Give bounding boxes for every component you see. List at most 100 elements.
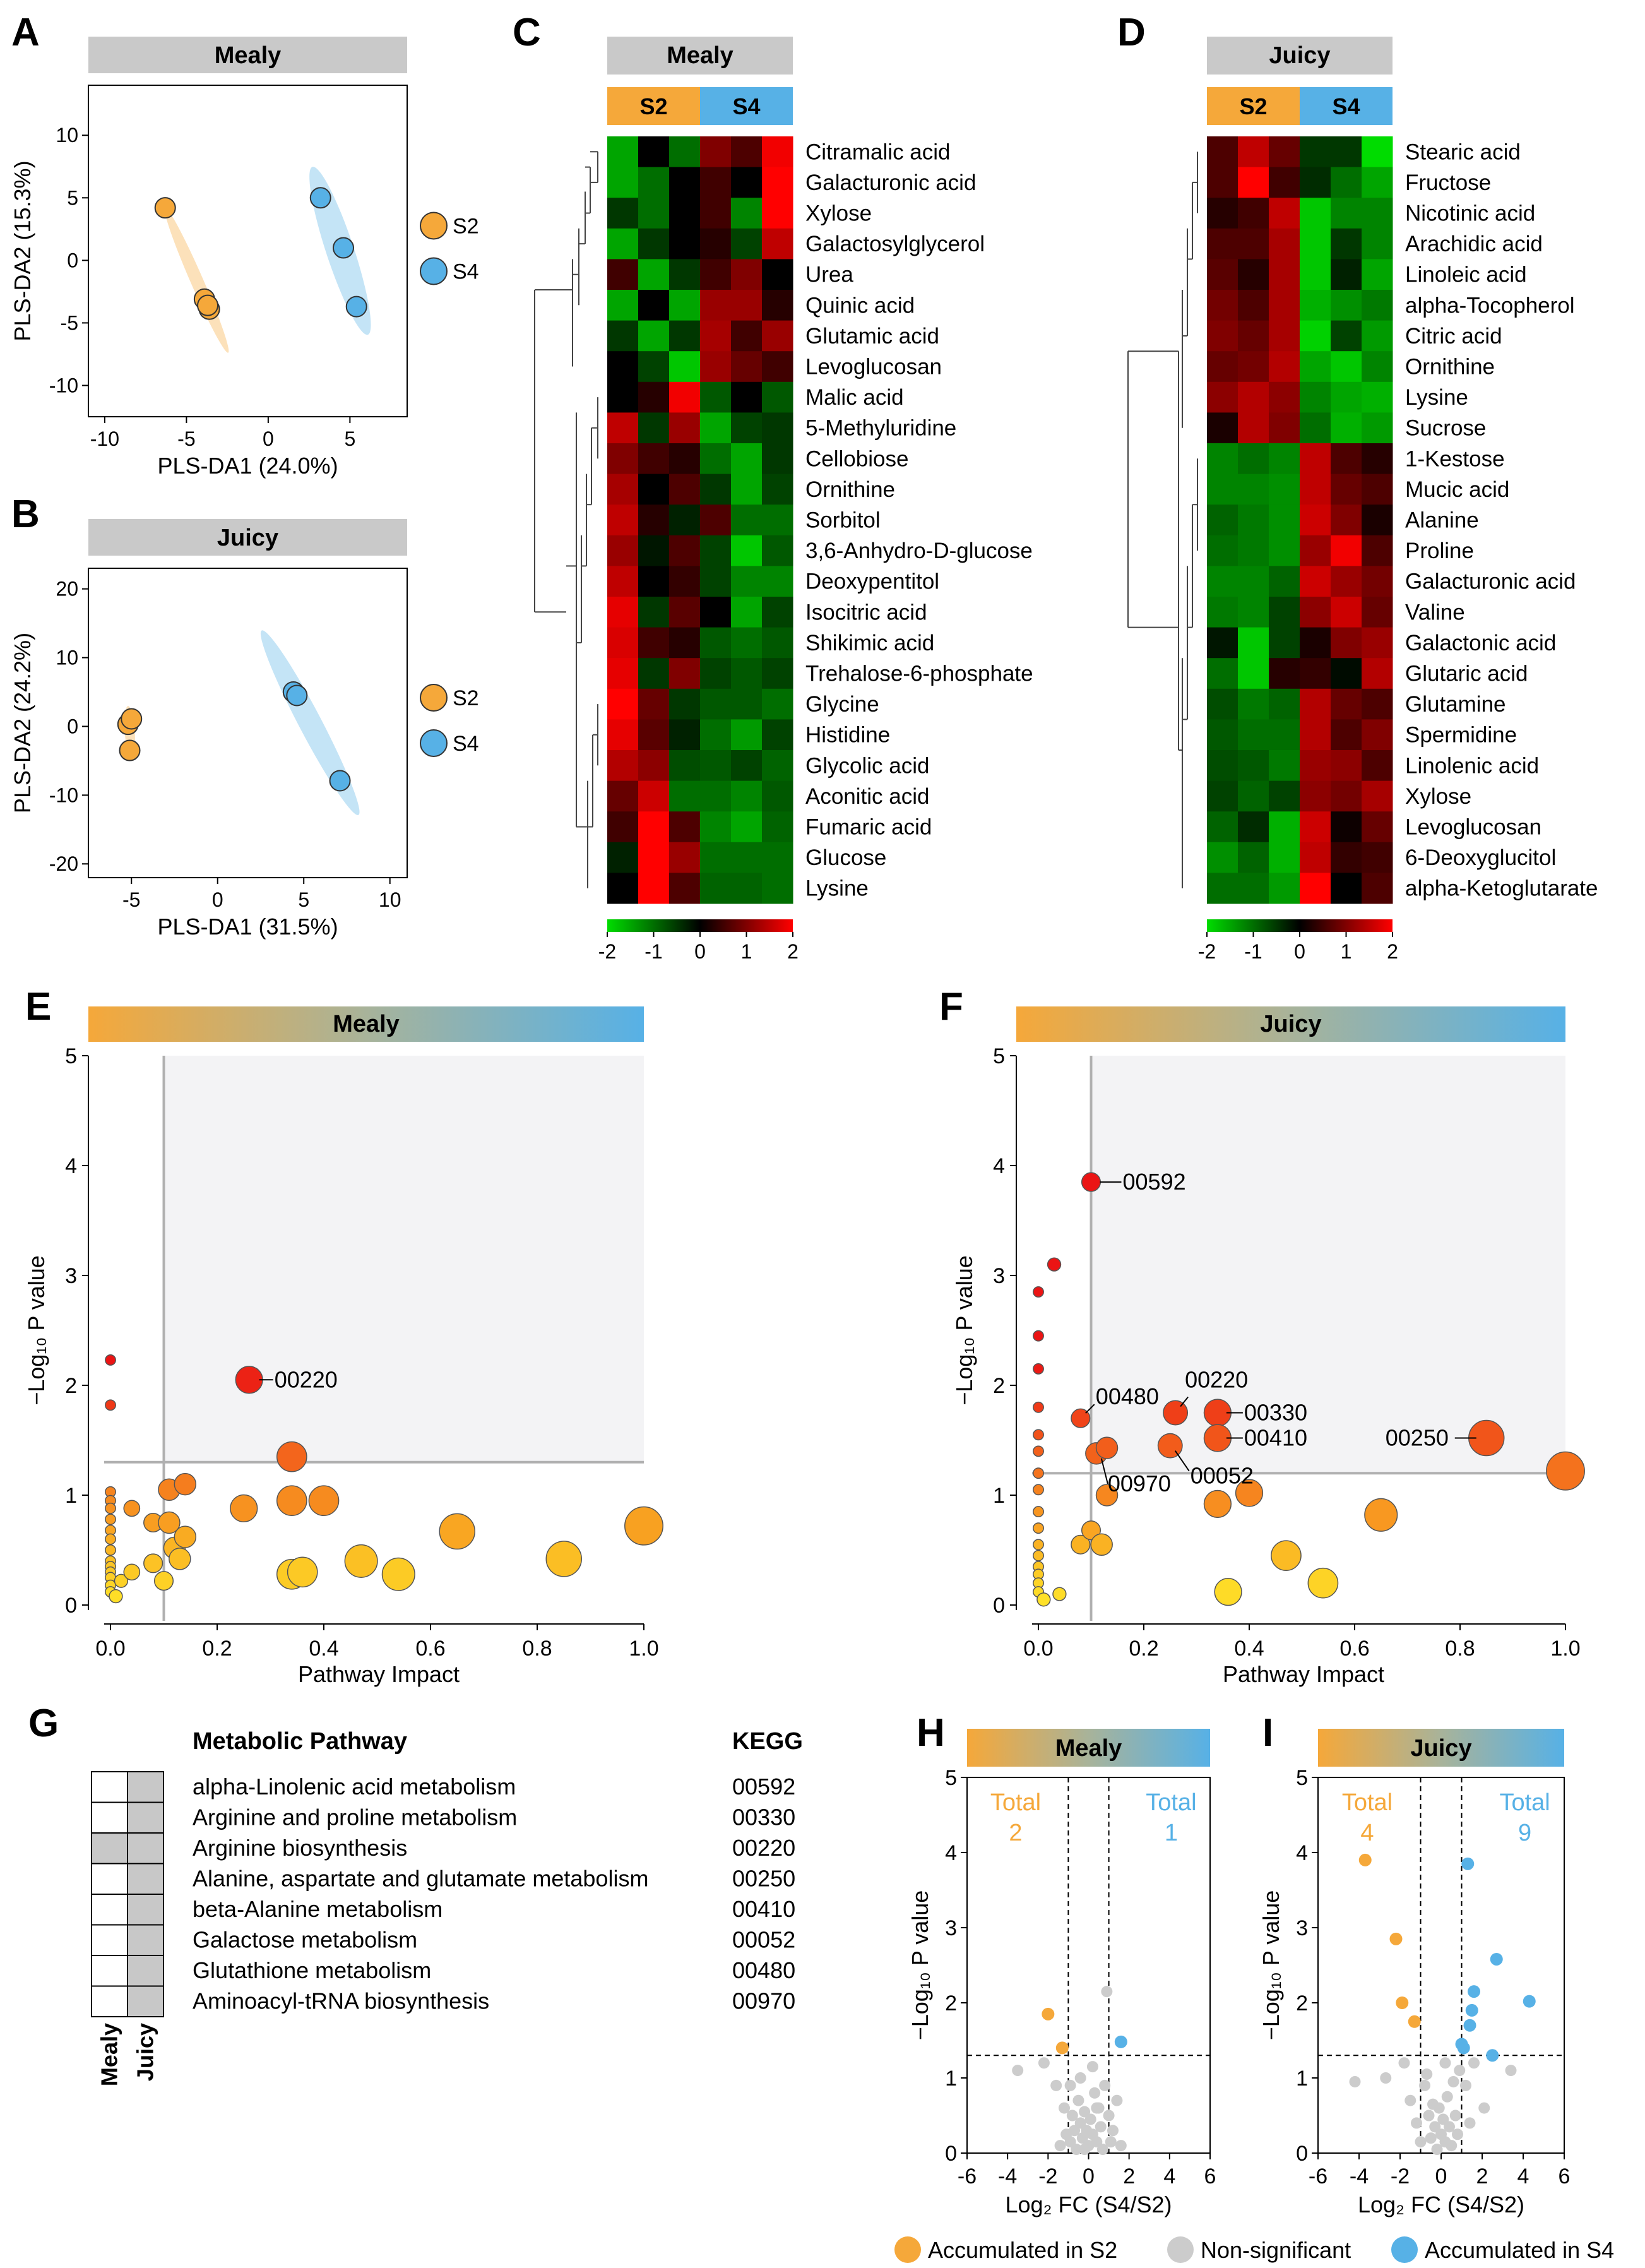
pathway-point [114,1573,129,1588]
pathway-point [276,1441,307,1472]
heatmap-cell [700,259,732,290]
heatmap-cell [669,259,701,290]
pathway-point [1071,1534,1091,1555]
heatmap-cell [700,228,732,260]
y-tick-label: 5 [65,1044,77,1068]
pathway-point [235,1366,263,1394]
pathway-point [439,1513,475,1550]
heatmap-cell [762,504,793,536]
y-tick-label: -10 [49,784,78,806]
heatmap-cell [607,811,639,843]
x-tick-label: 2 [1123,2164,1135,2188]
x-tick-label: -4 [998,2164,1017,2188]
heatmap-cell [1238,658,1269,689]
heatmap-cell [607,351,639,383]
y-tick-label: 1 [945,2067,957,2091]
juicy-indicator-cell [127,1894,164,1926]
heatmap-cell [607,167,639,198]
juicy-indicator-cell [127,1832,164,1865]
heatmap-cell [731,412,763,444]
heatmap-cell [1331,780,1362,812]
heatmap-cell [1269,198,1300,229]
x-tick-label: 0 [212,888,223,911]
heatmap-cell [607,627,639,659]
s2-sample-point [119,739,141,761]
heatmap-cell [762,750,793,782]
heatmap-cell [607,412,639,444]
pathway-point [276,1485,307,1517]
non-significant-point [1460,2079,1471,2091]
heatmap-cell [1331,566,1362,597]
mealy-indicator-cell [91,1771,128,1803]
scale-tick-label: 0 [694,940,706,963]
x-tick-label: 6 [1559,2164,1571,2188]
s2-accumulated-point [1389,1932,1403,1945]
heatmap-cell [1238,167,1269,198]
group-s4-bar [700,87,793,125]
panel-letter-a: A [11,11,40,54]
plot-frame [966,1777,1211,2154]
pathway-point [143,1553,163,1573]
s4-accumulated-point [1461,1857,1475,1870]
title-strip [607,37,793,75]
title-strip [88,1006,644,1042]
mealy-indicator-cell [91,1924,128,1956]
pathway-point [1033,1539,1044,1551]
kegg-id: 00970 [732,1988,795,2014]
pathway-point [230,1494,258,1523]
heatmap-cell [1331,320,1362,352]
heatmap-cell [1300,259,1331,290]
heatmap-cell [1269,627,1300,659]
title-strip [1016,1006,1565,1042]
heatmap-cell [1238,750,1269,782]
y-tick-label: 4 [1296,1841,1308,1865]
metabolite-label: 1-Kestose [1405,446,1505,471]
pathway-mealy-panel: Mealy 0 1 2 3 4 5 0.0 0.2 0.4 0.6 0.8 1.0 Pathway Imp… [23,1006,663,1687]
metabolite-label: 3,6-Anhydro-D-glucose [805,539,1033,563]
pathway-point [344,1544,378,1578]
pathway-point [174,1525,197,1548]
heatmap-cell [731,198,763,229]
x-tick-label: 1.0 [1550,1637,1580,1661]
panel-letter-h: H [917,1711,945,1755]
heatmap-cell [1207,167,1238,198]
heatmap-cell [638,842,670,873]
s4-accumulated-point [1486,2049,1499,2062]
heatmap-cell [700,136,732,168]
heatmap-cell [762,443,793,475]
heatmap-cell [1331,811,1362,843]
scale-tick-label: -1 [1244,940,1262,963]
x-tick-label: 0.2 [202,1637,232,1661]
metabolite-label: Valine [1405,600,1465,624]
side-label-juicy: Juicy [133,2023,158,2081]
heatmap-cell [1269,688,1300,720]
heatmap-cell [1207,535,1238,566]
heatmap-cell [1207,198,1238,229]
heatmap-cell [1207,811,1238,843]
metabolite-label: alpha-Ketoglutarate [1405,876,1598,901]
heatmap-cell [1300,136,1331,168]
heatmap-cell [1238,627,1269,659]
heatmap-cell [762,873,793,904]
heatmap-cell [1207,259,1238,290]
y-tick-label: 2 [945,1991,957,2015]
x-tick-label: 0 [1435,2164,1447,2188]
significance-region [1091,1056,1565,1474]
pathway-point [1033,1506,1044,1518]
heatmap-cell [1331,198,1362,229]
heatmap-cell [700,167,732,198]
y-tick-label: 4 [945,1841,957,1865]
metabolite-label: Lysine [1405,385,1468,410]
heatmap-cell [638,627,670,659]
x-tick-label: 0 [263,427,274,450]
heatmap-cell [607,136,639,168]
pathway-point [105,1544,116,1556]
plot-frame [88,85,408,417]
y-tick-label: 0 [67,249,78,272]
pathway-point [1047,1257,1062,1272]
y-tick-label: 5 [67,186,78,209]
heatmap-cell [762,412,793,444]
x-tick-label: 0.8 [522,1637,552,1661]
heatmap-cell [1362,443,1393,475]
pathway-point [1033,1286,1044,1298]
